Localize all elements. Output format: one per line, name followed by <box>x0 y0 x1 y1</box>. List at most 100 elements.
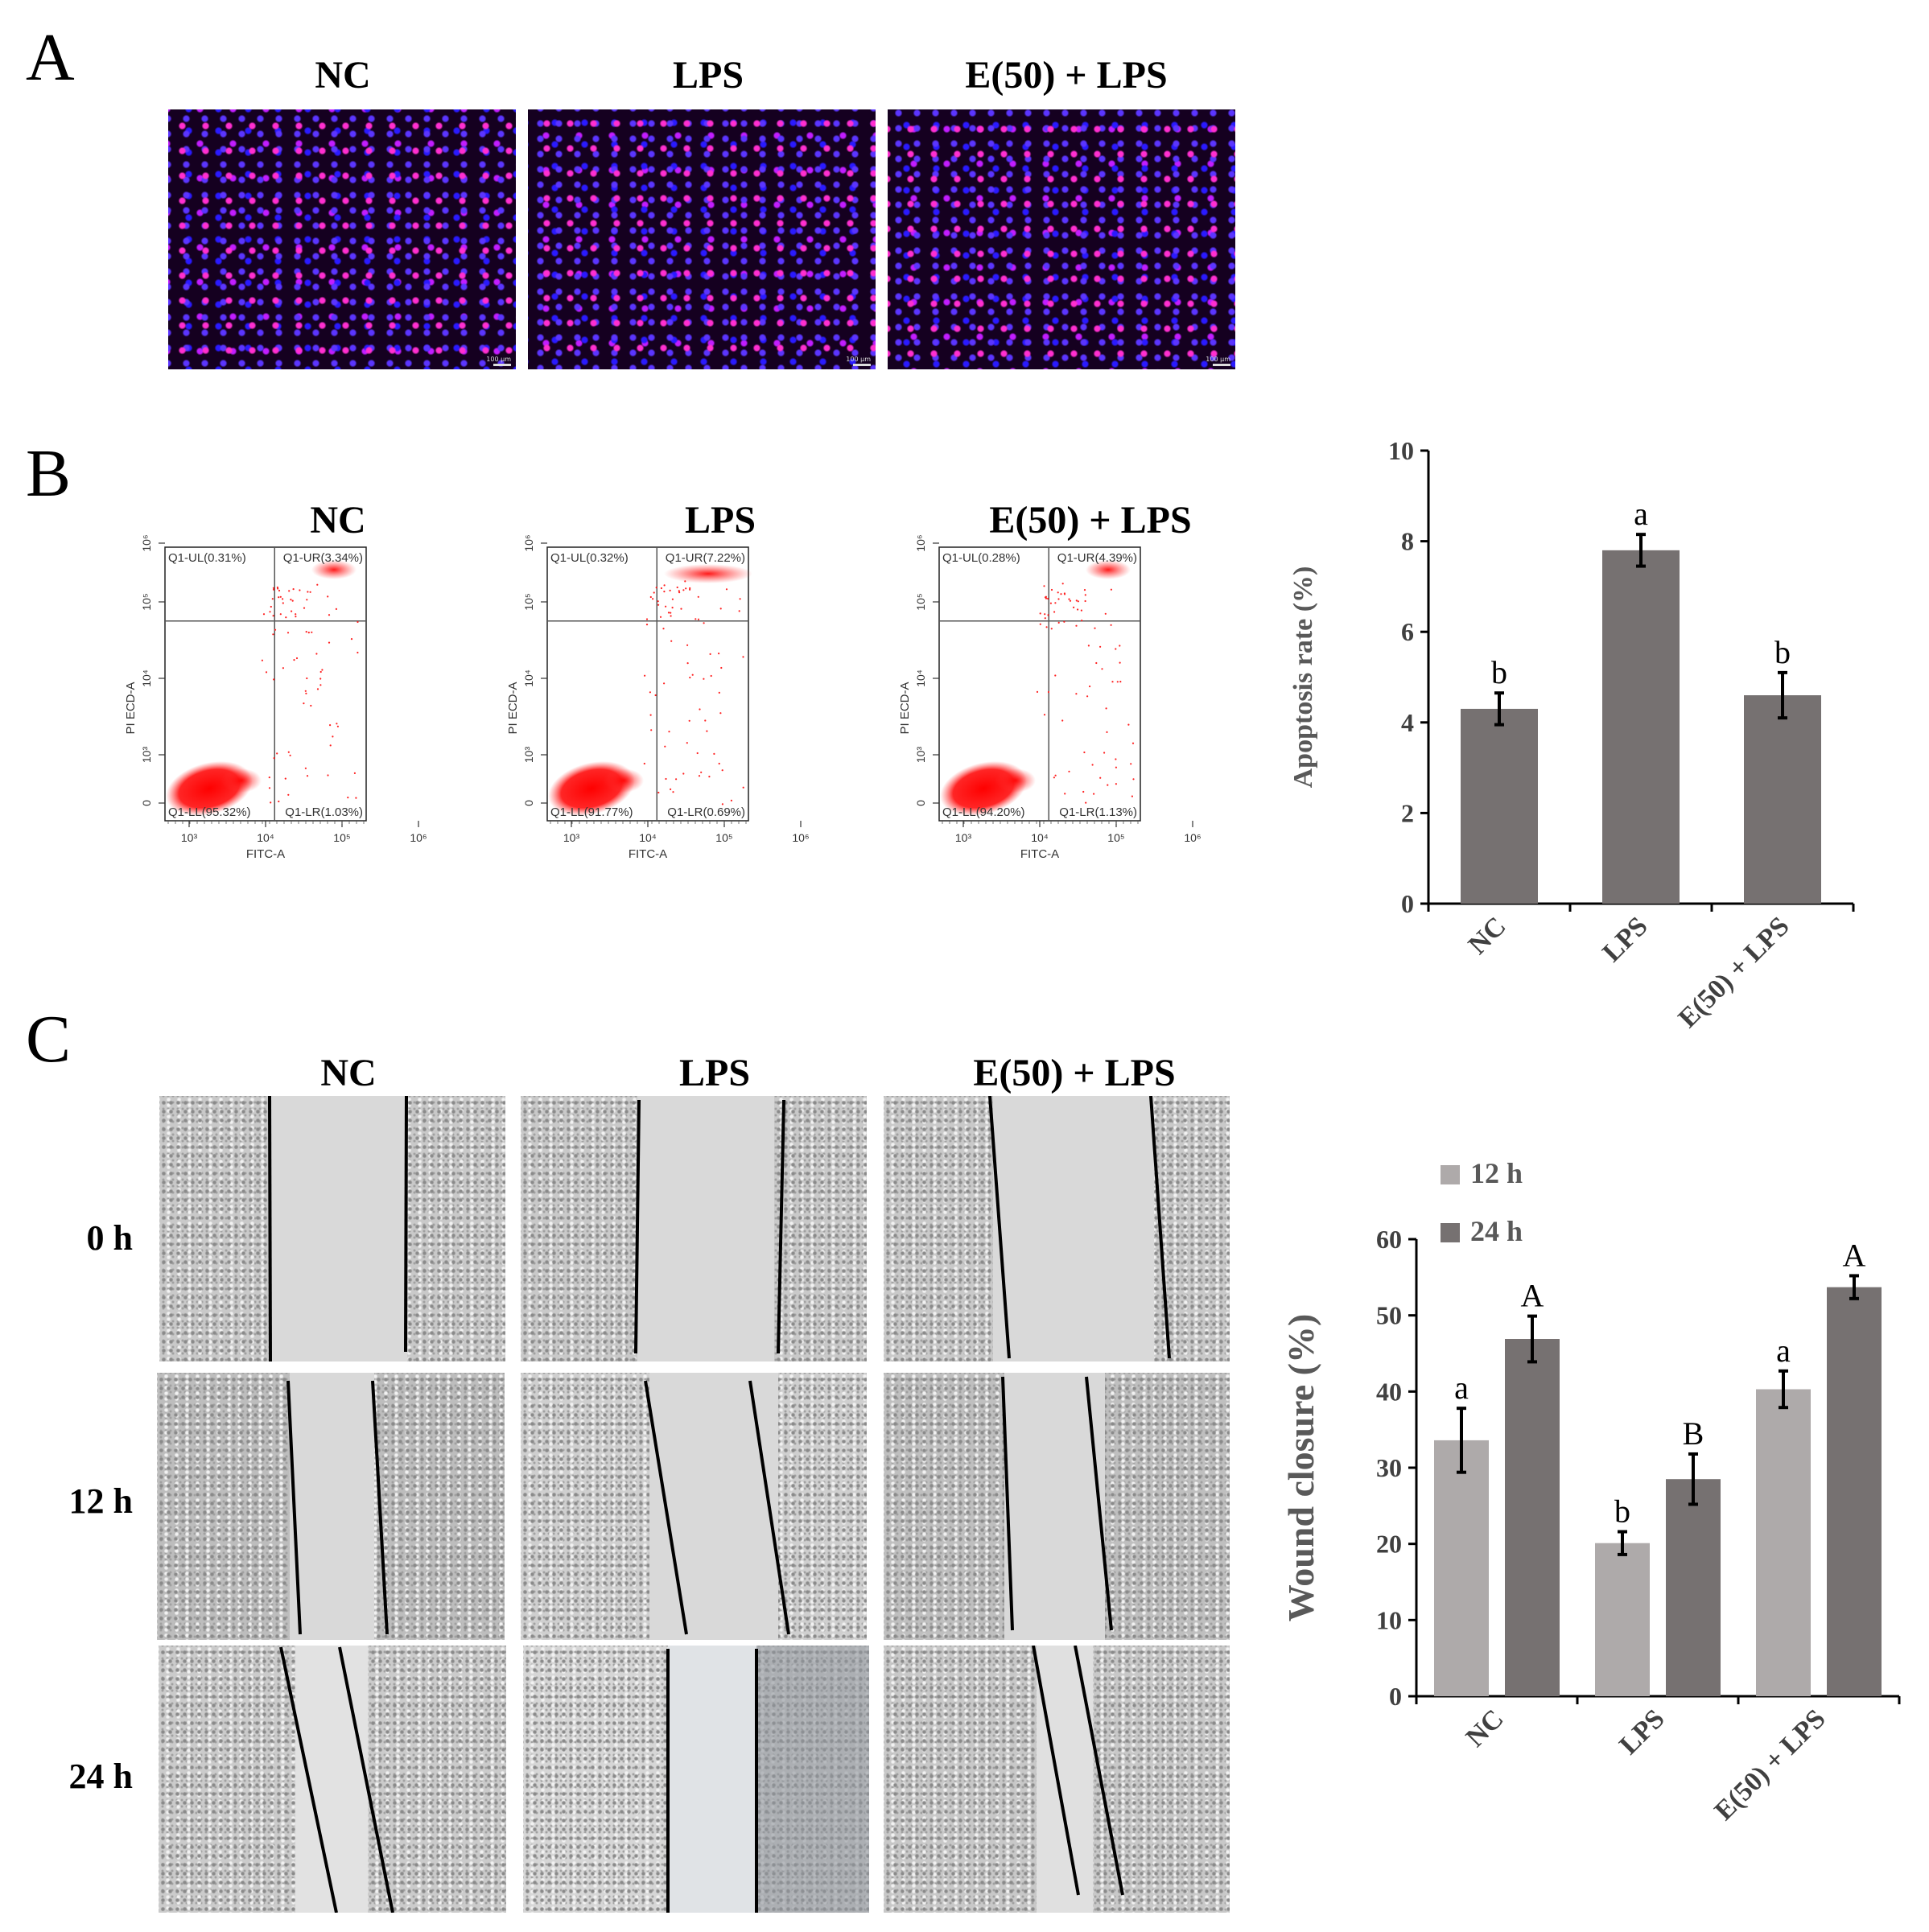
event-dot <box>287 793 290 796</box>
event-dot <box>671 607 674 609</box>
y-tick-label: 10⁴ <box>914 669 927 687</box>
event-dot <box>680 608 682 610</box>
y-tick-label: 10⁵ <box>914 593 927 610</box>
event-dot <box>671 598 674 600</box>
event-dot <box>657 603 660 606</box>
event-dot <box>725 588 728 591</box>
scale-bar-label: 100 μm <box>1206 356 1230 363</box>
event-dot <box>1099 645 1102 648</box>
bar <box>1595 1543 1650 1696</box>
event-dot <box>669 589 671 591</box>
quadrant-label-ur: Q1-UR(4.39%) <box>1057 551 1137 565</box>
y-tick-label: 10⁴ <box>140 669 153 687</box>
event-dot <box>272 587 274 589</box>
quadrant-label-ul: Q1-UL(0.32%) <box>550 551 629 565</box>
event-dot <box>1115 766 1117 768</box>
y-tick-label: 10 <box>1388 436 1414 465</box>
quadrant-label-lr: Q1-LR(0.69%) <box>667 805 745 819</box>
event-dot <box>1050 628 1053 630</box>
event-dot <box>307 591 309 593</box>
event-dot <box>272 615 274 617</box>
significance-label: a <box>1454 1370 1469 1406</box>
x-tick-label: 10⁶ <box>410 831 427 844</box>
event-dot <box>319 684 322 686</box>
panel-b-title-nc: NC <box>310 499 366 542</box>
event-dot <box>262 613 266 616</box>
event-dot <box>657 791 660 794</box>
event-dot <box>271 598 274 600</box>
event-dot <box>1131 795 1133 797</box>
event-dot <box>645 624 649 626</box>
event-dot <box>678 590 680 592</box>
y-tick-label: 6 <box>1401 617 1414 646</box>
event-dot <box>670 788 672 790</box>
event-dot <box>649 595 652 599</box>
event-dot <box>1054 602 1057 604</box>
event-dot <box>649 714 652 716</box>
x-tick-label: 10⁴ <box>1031 831 1049 844</box>
apoptosis-rate-chart: 0 2 4 6 8 10 b NC a LPS b E(50) + LPS Apoptosis rate… <box>1288 436 1855 1034</box>
event-dot <box>1103 752 1106 754</box>
event-dot <box>664 745 666 748</box>
event-dot <box>706 730 708 732</box>
event-dot <box>1119 645 1121 647</box>
y-tick-label: 2 <box>1401 798 1414 827</box>
event-dot <box>265 671 268 674</box>
y-tick-label: 10 <box>1376 1605 1402 1634</box>
bar <box>1744 695 1821 904</box>
scale-bar-label: 100 μm <box>846 356 871 363</box>
event-dot <box>682 772 685 775</box>
event-dot <box>336 725 339 727</box>
flow-y-axis-label: PI ECD-A <box>506 682 520 734</box>
event-dot <box>1075 599 1078 602</box>
event-dot <box>1053 777 1055 779</box>
event-dot <box>708 776 711 778</box>
event-dot <box>670 612 672 614</box>
quadrant-label-ur: Q1-UR(7.22%) <box>666 551 745 565</box>
legend-label: 12 h <box>1470 1157 1523 1189</box>
event-dot <box>719 712 722 715</box>
event-dot <box>309 591 311 593</box>
event-dot <box>282 667 284 669</box>
event-dot <box>704 719 707 722</box>
event-dot <box>645 618 649 620</box>
y-tick-label: 10³ <box>522 747 535 764</box>
event-dot <box>1086 695 1089 698</box>
event-dot <box>1094 627 1096 629</box>
y-tick-label: 10⁶ <box>522 534 535 551</box>
event-dot <box>1047 690 1050 694</box>
panel-b-letter: B <box>26 436 72 511</box>
event-dot <box>676 586 678 589</box>
event-dot <box>1106 731 1108 733</box>
event-dot <box>316 688 319 690</box>
quadrant-label-ul: Q1-UL(0.31%) <box>168 551 246 565</box>
category-label: E(50) + LPS <box>1673 911 1795 1033</box>
event-dot <box>327 595 329 598</box>
event-dot <box>311 631 313 633</box>
y-tick-label: 30 <box>1376 1453 1402 1482</box>
event-dot <box>269 611 271 613</box>
event-dot <box>1110 588 1112 591</box>
event-dot <box>291 599 294 602</box>
significance-label: A <box>1521 1278 1544 1314</box>
quadrant-label-lr: Q1-LR(1.13%) <box>1059 805 1137 819</box>
y-tick-label: 4 <box>1401 708 1414 737</box>
event-dot <box>1050 588 1053 591</box>
wound-image-nc-24h <box>159 1646 506 1913</box>
event-dot <box>1115 783 1117 785</box>
event-dot <box>276 752 278 755</box>
event-dot <box>295 657 299 660</box>
event-dot <box>1081 620 1083 622</box>
y-tick-label: 50 <box>1376 1301 1402 1330</box>
event-dot <box>328 614 331 616</box>
population-ll-tail <box>995 768 1036 793</box>
event-dot <box>1054 674 1057 677</box>
event-dot <box>1043 714 1046 716</box>
event-dot <box>1084 594 1086 596</box>
event-dot <box>1091 764 1094 766</box>
event-dot <box>678 591 681 594</box>
event-dot <box>303 702 305 705</box>
flow-x-axis-label: FITC-A <box>1020 847 1059 861</box>
event-dot <box>306 775 309 777</box>
event-dot <box>282 602 284 604</box>
